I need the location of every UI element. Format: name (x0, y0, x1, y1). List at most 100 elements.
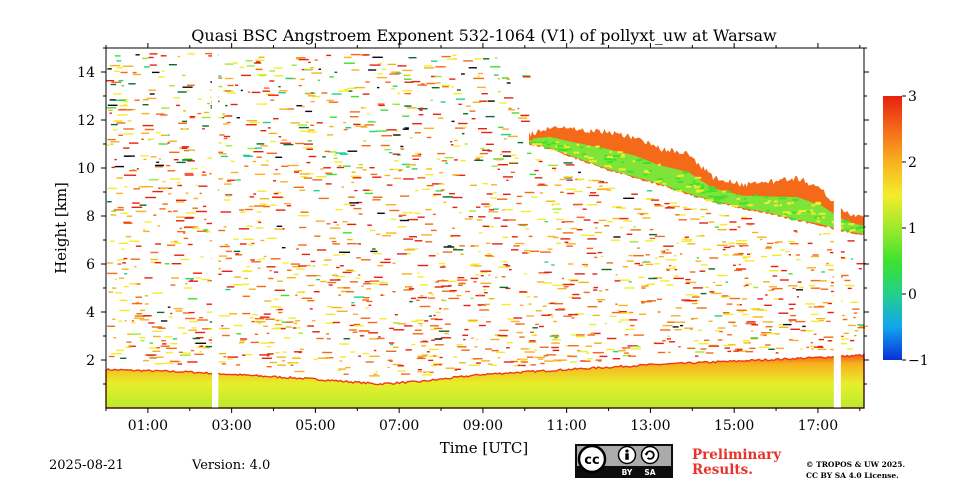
retrieval-pixel (141, 112, 150, 115)
retrieval-pixel (598, 360, 602, 362)
retrieval-pixel (158, 143, 168, 145)
retrieval-pixel (332, 321, 340, 324)
retrieval-pixel (763, 281, 770, 283)
retrieval-pixel (439, 172, 444, 174)
retrieval-pixel (685, 278, 691, 281)
retrieval-pixel (232, 62, 238, 64)
retrieval-pixel (482, 285, 490, 288)
retrieval-pixel (484, 303, 490, 306)
retrieval-pixel (495, 351, 505, 353)
retrieval-pixel (728, 321, 736, 323)
retrieval-pixel (496, 159, 502, 161)
x-tick-label: 09:00 (463, 418, 503, 434)
retrieval-pixel (826, 320, 831, 323)
retrieval-pixel (452, 196, 463, 199)
retrieval-pixel (139, 337, 146, 339)
retrieval-pixel (281, 139, 287, 141)
retrieval-pixel (184, 217, 194, 219)
retrieval-pixel (334, 161, 343, 163)
retrieval-pixel (275, 323, 283, 326)
retrieval-pixel (118, 320, 123, 322)
retrieval-pixel (402, 115, 410, 117)
retrieval-pixel (487, 150, 493, 152)
retrieval-pixel (566, 179, 573, 181)
retrieval-pixel (454, 139, 458, 142)
retrieval-pixel (633, 255, 644, 257)
retrieval-pixel (565, 188, 576, 190)
retrieval-pixel (242, 354, 246, 356)
retrieval-pixel (499, 329, 509, 332)
retrieval-pixel (768, 289, 774, 292)
retrieval-pixel (458, 103, 462, 105)
retrieval-pixel (178, 122, 187, 124)
retrieval-pixel (329, 76, 334, 78)
retrieval-pixel (449, 290, 457, 292)
retrieval-pixel (497, 164, 508, 166)
retrieval-pixel (404, 127, 409, 129)
retrieval-pixel (380, 144, 390, 147)
retrieval-pixel (574, 313, 584, 315)
retrieval-pixel (583, 219, 591, 221)
retrieval-pixel (279, 108, 289, 110)
retrieval-pixel (803, 330, 814, 332)
retrieval-pixel (721, 295, 729, 297)
retrieval-pixel (162, 343, 167, 345)
retrieval-pixel (256, 61, 261, 63)
retrieval-pixel (502, 219, 509, 221)
retrieval-pixel (742, 340, 750, 342)
retrieval-pixel (477, 72, 483, 75)
retrieval-pixel (184, 226, 193, 228)
retrieval-pixel (262, 121, 271, 124)
retrieval-pixel (361, 285, 364, 287)
retrieval-pixel (651, 199, 660, 201)
retrieval-pixel (160, 55, 167, 57)
retrieval-pixel (447, 245, 452, 247)
retrieval-pixel (839, 335, 844, 338)
retrieval-pixel (164, 263, 170, 265)
retrieval-pixel (425, 241, 433, 243)
retrieval-pixel (389, 327, 394, 330)
retrieval-pixel (160, 134, 168, 136)
retrieval-pixel (551, 342, 560, 344)
retrieval-pixel (822, 233, 831, 235)
retrieval-pixel (343, 232, 352, 234)
retrieval-pixel (275, 351, 280, 354)
retrieval-pixel (742, 257, 747, 259)
retrieval-pixel (191, 327, 197, 329)
retrieval-pixel (576, 229, 583, 231)
retrieval-pixel (372, 248, 376, 250)
retrieval-pixel (548, 314, 553, 316)
retrieval-pixel (272, 196, 283, 198)
retrieval-pixel (239, 66, 245, 69)
retrieval-pixel (417, 84, 428, 86)
retrieval-pixel (741, 217, 753, 220)
retrieval-pixel (817, 348, 827, 351)
retrieval-pixel (115, 99, 126, 101)
retrieval-pixel (705, 212, 712, 215)
retrieval-pixel (676, 242, 679, 244)
retrieval-pixel (428, 292, 433, 294)
retrieval-pixel (393, 134, 401, 136)
retrieval-pixel (343, 128, 348, 131)
retrieval-pixel (473, 77, 484, 80)
retrieval-pixel (110, 143, 114, 145)
retrieval-pixel (167, 142, 170, 144)
retrieval-pixel (789, 339, 793, 341)
retrieval-pixel (594, 256, 598, 259)
retrieval-pixel (421, 374, 432, 376)
retrieval-pixel (123, 221, 131, 224)
retrieval-pixel (664, 202, 670, 205)
retrieval-pixel (582, 360, 591, 362)
retrieval-pixel (487, 253, 492, 255)
retrieval-pixel (421, 234, 432, 236)
retrieval-pixel (443, 201, 447, 203)
retrieval-pixel (349, 111, 360, 113)
retrieval-pixel (108, 109, 113, 111)
retrieval-pixel (175, 310, 183, 312)
retrieval-pixel (615, 303, 618, 305)
retrieval-pixel (325, 313, 336, 315)
retrieval-pixel (506, 347, 510, 349)
retrieval-pixel (170, 312, 173, 315)
retrieval-pixel (117, 206, 124, 209)
retrieval-pixel (315, 220, 325, 222)
